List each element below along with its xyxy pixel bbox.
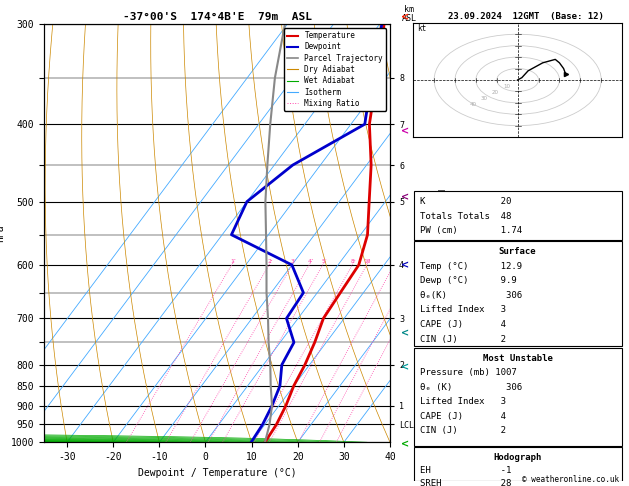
Text: 10: 10 xyxy=(503,84,510,88)
Legend: Temperature, Dewpoint, Parcel Trajectory, Dry Adiabat, Wet Adiabat, Isotherm, Mi: Temperature, Dewpoint, Parcel Trajectory… xyxy=(284,28,386,111)
Text: 3: 3 xyxy=(291,259,294,264)
Text: km
ASL: km ASL xyxy=(401,5,416,23)
Text: Mixing Ratio (g/kg): Mixing Ratio (g/kg) xyxy=(435,190,444,277)
Text: PW (cm)        1.74: PW (cm) 1.74 xyxy=(420,226,523,235)
FancyBboxPatch shape xyxy=(414,242,621,346)
Text: θₑ (K)          306: θₑ (K) 306 xyxy=(420,383,523,392)
Text: 30: 30 xyxy=(481,96,488,101)
Text: Most Unstable: Most Unstable xyxy=(482,354,553,363)
Text: SREH           28: SREH 28 xyxy=(420,479,511,486)
Text: 8: 8 xyxy=(351,259,355,264)
Text: CIN (J)        2: CIN (J) 2 xyxy=(420,334,506,344)
Text: Totals Totals  48: Totals Totals 48 xyxy=(420,211,511,221)
Text: K              20: K 20 xyxy=(420,197,511,206)
Text: CIN (J)        2: CIN (J) 2 xyxy=(420,426,506,435)
Text: <: < xyxy=(401,440,409,450)
Title: -37°00'S  174°4B'E  79m  ASL: -37°00'S 174°4B'E 79m ASL xyxy=(123,12,311,22)
Text: 10: 10 xyxy=(364,259,371,264)
Text: <: < xyxy=(401,126,409,136)
Text: 1: 1 xyxy=(230,259,234,264)
Text: θₑ(K)           306: θₑ(K) 306 xyxy=(420,291,523,300)
Y-axis label: hPa: hPa xyxy=(0,225,5,242)
FancyBboxPatch shape xyxy=(414,447,621,481)
Text: <: < xyxy=(401,260,409,270)
FancyBboxPatch shape xyxy=(414,347,621,446)
Text: 23.09.2024  12GMT  (Base: 12): 23.09.2024 12GMT (Base: 12) xyxy=(448,12,604,21)
Text: Lifted Index   3: Lifted Index 3 xyxy=(420,398,506,406)
Text: Lifted Index   3: Lifted Index 3 xyxy=(420,306,506,314)
Text: Temp (°C)      12.9: Temp (°C) 12.9 xyxy=(420,262,523,271)
Text: <: < xyxy=(401,192,409,202)
Text: EH             -1: EH -1 xyxy=(420,466,511,475)
Text: Dewp (°C)      9.9: Dewp (°C) 9.9 xyxy=(420,277,517,285)
Text: <: < xyxy=(401,12,409,22)
FancyBboxPatch shape xyxy=(414,191,621,240)
Text: <: < xyxy=(401,328,409,338)
Text: CAPE (J)       4: CAPE (J) 4 xyxy=(420,320,506,329)
Text: CAPE (J)       4: CAPE (J) 4 xyxy=(420,412,506,421)
Text: Pressure (mb) 1007: Pressure (mb) 1007 xyxy=(420,368,517,377)
Text: © weatheronline.co.uk: © weatheronline.co.uk xyxy=(523,475,620,484)
Text: Hodograph: Hodograph xyxy=(494,453,542,463)
Text: 20: 20 xyxy=(492,89,499,95)
Text: 5: 5 xyxy=(321,259,325,264)
Text: kt: kt xyxy=(418,24,426,33)
Text: <: < xyxy=(401,362,409,372)
Text: 4: 4 xyxy=(308,259,312,264)
Text: Surface: Surface xyxy=(499,247,537,257)
Text: 40: 40 xyxy=(470,102,477,106)
X-axis label: Dewpoint / Temperature (°C): Dewpoint / Temperature (°C) xyxy=(138,468,296,478)
Text: 2: 2 xyxy=(268,259,272,264)
